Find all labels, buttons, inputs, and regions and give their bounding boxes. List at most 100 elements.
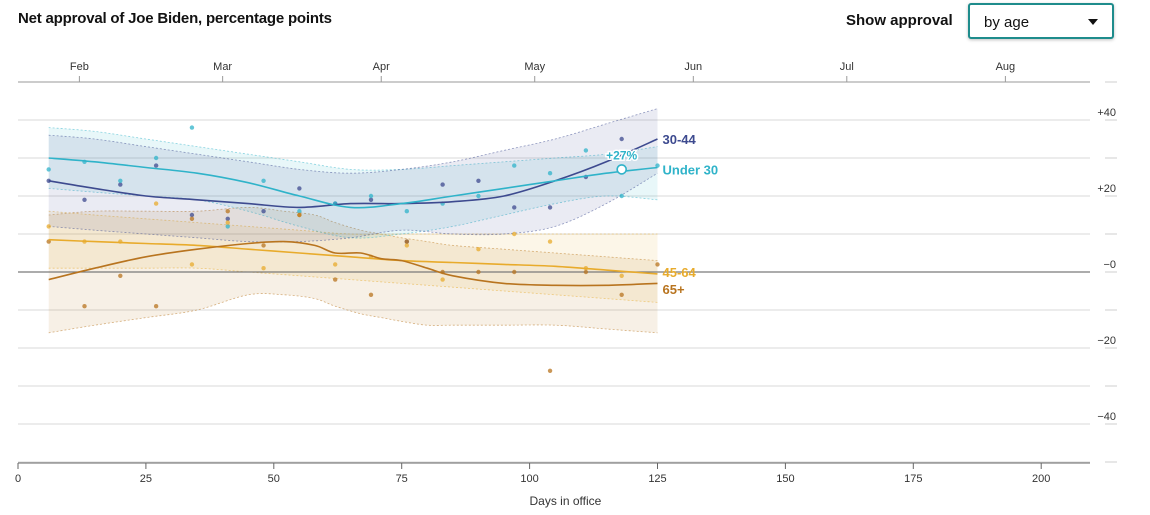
poll-point — [118, 182, 123, 187]
x-tick-label: 200 — [1032, 473, 1050, 485]
poll-point — [583, 148, 589, 153]
month-label: Jul — [840, 61, 854, 73]
month-label: Aug — [996, 61, 1016, 73]
poll-point — [153, 163, 159, 168]
month-label: May — [524, 61, 545, 73]
poll-point — [512, 163, 517, 168]
poll-point — [619, 193, 624, 199]
trend-line — [48, 238, 658, 275]
poll-point — [440, 182, 445, 187]
poll-point — [153, 201, 159, 206]
poll-point — [476, 247, 481, 252]
poll-point — [476, 178, 481, 183]
x-tick-label: 125 — [648, 473, 666, 485]
poll-point — [368, 193, 374, 199]
poll-point — [261, 266, 266, 271]
poll-point — [82, 197, 87, 202]
series-label: 45-64 — [663, 265, 697, 280]
poll-point — [404, 239, 410, 244]
band-edge — [48, 127, 658, 171]
month-label: Feb — [70, 61, 89, 73]
poll-point — [225, 216, 230, 221]
band-edge — [48, 206, 658, 261]
poll-point — [189, 262, 195, 267]
series-label: 65+ — [663, 282, 685, 297]
trend-line — [48, 157, 658, 209]
x-tick-label: 100 — [520, 473, 538, 485]
series-label: Under 30 — [663, 162, 719, 177]
poll-point — [368, 197, 374, 202]
month-label: Mar — [213, 61, 232, 73]
poll-point — [153, 155, 159, 161]
x-tick-label: 175 — [904, 473, 922, 485]
x-tick-label: 75 — [396, 473, 408, 485]
poll-point — [225, 220, 230, 225]
x-axis-label: Days in office — [530, 494, 602, 508]
band-edge — [48, 210, 658, 235]
poll-point — [225, 224, 230, 229]
poll-point — [619, 136, 624, 142]
poll-point — [547, 368, 553, 373]
poll-point — [261, 209, 266, 214]
poll-point — [368, 292, 374, 297]
month-label: Apr — [373, 61, 390, 73]
show-approval-label: Show approval — [846, 12, 953, 29]
y-tick-label: −20 — [1097, 335, 1116, 347]
poll-point — [404, 243, 410, 248]
poll-point — [512, 269, 517, 275]
highlight-label: +27% — [606, 148, 637, 162]
month-label: Jun — [684, 61, 702, 73]
trend-line — [48, 240, 658, 287]
poll-point — [332, 262, 338, 267]
poll-point — [118, 273, 123, 278]
confidence-band — [48, 127, 658, 239]
x-tick-label: 0 — [15, 473, 21, 485]
poll-point — [297, 212, 302, 218]
series-label: 30-44 — [663, 132, 697, 147]
band-edge — [48, 172, 658, 243]
poll-point — [189, 216, 195, 221]
poll-point — [547, 171, 553, 176]
poll-point — [153, 304, 159, 309]
poll-point — [332, 277, 338, 282]
x-tick-label: 25 — [140, 473, 152, 485]
poll-point — [404, 209, 410, 214]
x-tick-label: 50 — [268, 473, 280, 485]
poll-point — [619, 292, 624, 297]
poll-point — [261, 243, 266, 248]
approval-dropdown[interactable]: by age — [968, 3, 1114, 39]
poll-point — [46, 167, 51, 172]
poll-point — [46, 224, 51, 229]
poll-point — [655, 163, 660, 168]
poll-point — [619, 273, 624, 278]
band-edge — [48, 267, 658, 303]
poll-point — [189, 125, 195, 130]
poll-point — [46, 178, 51, 183]
poll-point — [583, 269, 589, 275]
poll-point — [297, 209, 302, 214]
y-tick-label: −40 — [1097, 411, 1116, 423]
y-tick-label: +20 — [1097, 183, 1116, 195]
band-edge — [48, 108, 658, 174]
poll-point — [547, 205, 553, 210]
y-tick-label: +40 — [1097, 107, 1116, 119]
x-tick-label: 150 — [776, 473, 794, 485]
confidence-band — [48, 108, 658, 243]
poll-point — [261, 178, 266, 183]
chart-title: Net approval of Joe Biden, percentage po… — [18, 10, 332, 27]
poll-point — [118, 178, 123, 183]
poll-point — [476, 193, 481, 199]
poll-point — [655, 262, 660, 267]
poll-point — [297, 186, 302, 191]
poll-point — [476, 269, 481, 275]
poll-point — [440, 277, 445, 282]
poll-point — [547, 239, 553, 244]
poll-point — [512, 205, 517, 210]
poll-point — [225, 209, 230, 214]
poll-point — [189, 212, 195, 218]
poll-point — [512, 231, 517, 237]
confidence-band — [48, 207, 658, 333]
chevron-down-icon — [1088, 19, 1098, 25]
highlight-point — [616, 164, 627, 175]
